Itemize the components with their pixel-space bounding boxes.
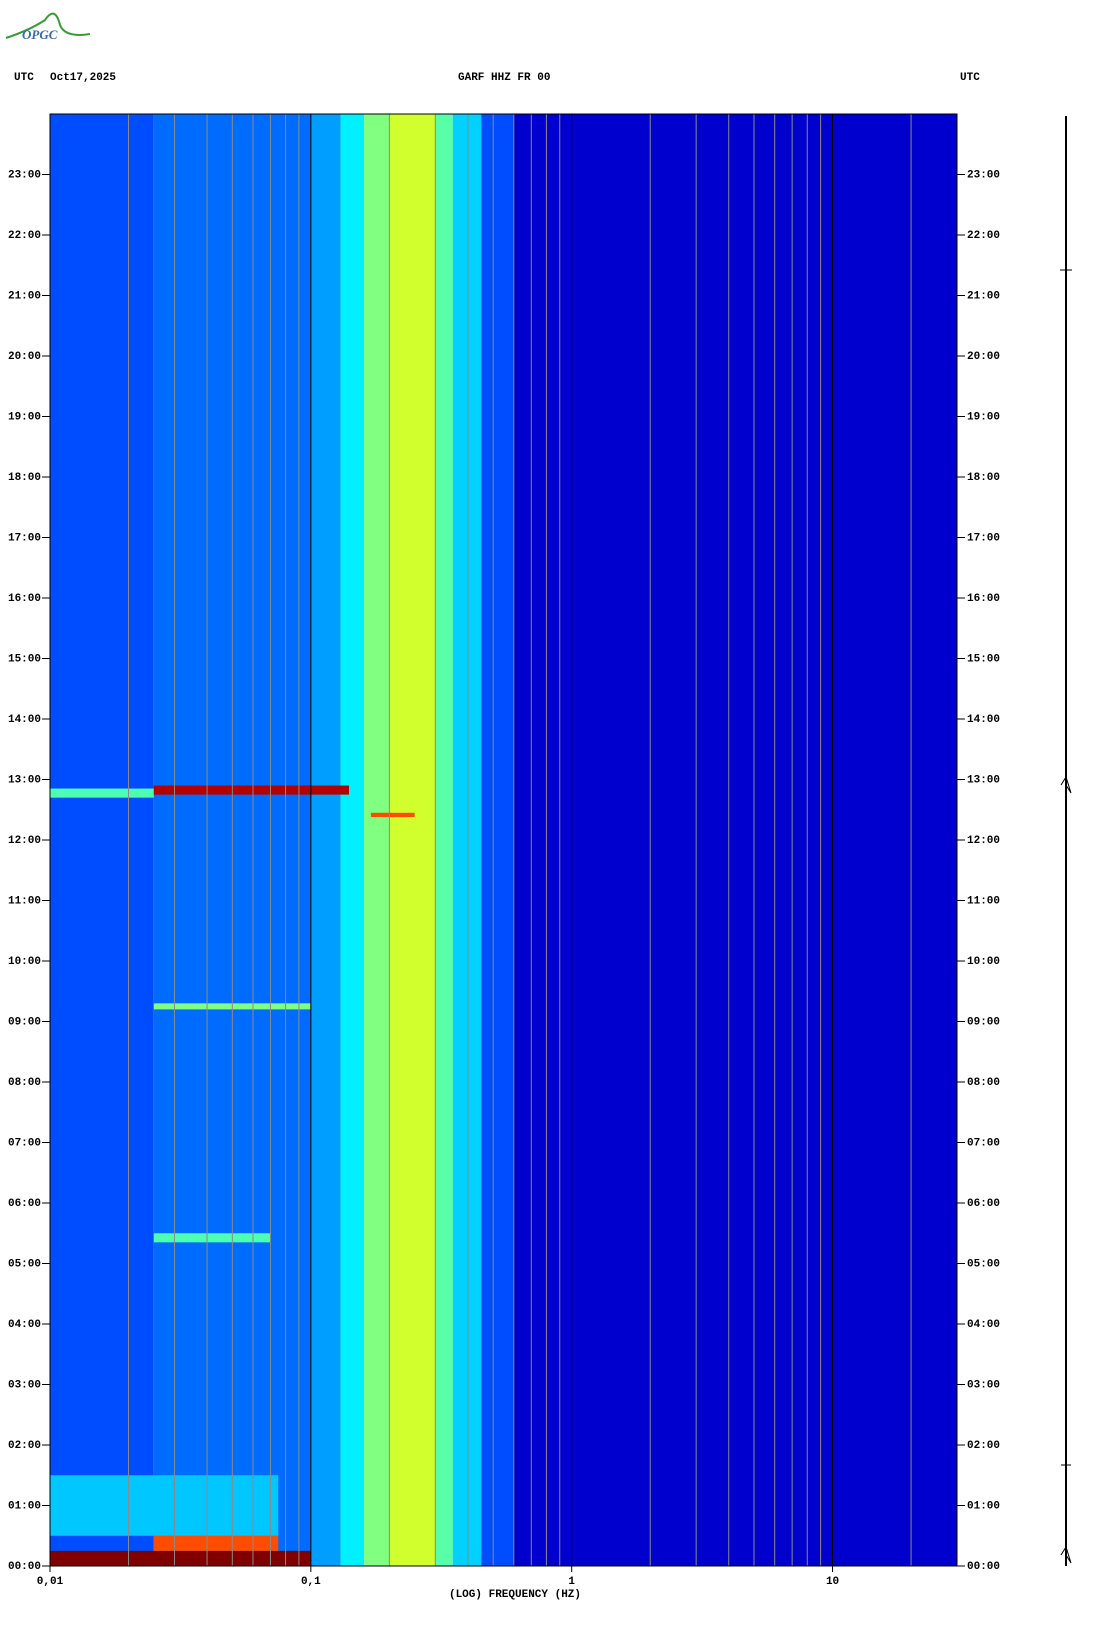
y-tick-label-right: 21:00 [967,290,1000,302]
x-tick-label: 1 [568,1576,575,1588]
y-tick-label-right: 08:00 [967,1077,1000,1089]
y-tick-label-right: 09:00 [967,1016,1000,1028]
x-tick-label: 0,1 [301,1576,321,1588]
y-tick-label-right: 14:00 [967,714,1000,726]
y-tick-label-right: 07:00 [967,1137,1000,1149]
y-tick-label-left: 05:00 [8,1258,41,1270]
spectrum-band [481,114,514,1566]
y-tick-label-left: 01:00 [8,1500,41,1512]
spectral-event [153,1233,271,1243]
y-tick-label-left: 18:00 [8,472,41,484]
spectrum-band [310,114,341,1566]
y-tick-label-left: 16:00 [8,593,41,605]
spectral-event [153,785,349,795]
y-tick-label-right: 17:00 [967,532,1000,544]
spectrum-band [435,114,453,1566]
plot-frame [49,113,958,1567]
y-tick-label-left: 23:00 [8,169,41,181]
y-tick-label-left: 13:00 [8,774,41,786]
y-tick-label-left: 21:00 [8,290,41,302]
y-tick-label-right: 05:00 [967,1258,1000,1270]
y-tick-label-right: 12:00 [967,835,1000,847]
y-tick-label-left: 10:00 [8,956,41,968]
y-tick-label-right: 23:00 [967,169,1000,181]
spectral-event [50,1550,311,1566]
y-tick-label-left: 04:00 [8,1319,41,1331]
x-tick-label: 0,01 [37,1576,64,1588]
y-tick-label-left: 17:00 [8,532,41,544]
y-tick-label-left: 15:00 [8,653,41,665]
y-tick-label-right: 16:00 [967,593,1000,605]
y-tick-label-left: 12:00 [8,835,41,847]
y-tick-label-right: 06:00 [967,1198,1000,1210]
chart-title: GARF HHZ FR 00 [458,72,550,84]
y-tick-label-left: 20:00 [8,351,41,363]
y-tick-label-left: 03:00 [8,1379,41,1391]
spectrum-band [452,114,482,1566]
x-tick-label: 10 [826,1576,839,1588]
spectral-event [50,788,154,798]
spectrum-band [50,114,154,1566]
date: Oct17,2025 [50,72,116,84]
spectral-event [50,1475,279,1536]
y-tick-label-left: 19:00 [8,411,41,423]
y-tick-label-right: 11:00 [967,895,1000,907]
header-left: UTC [14,72,34,84]
logo: OPGC [22,27,58,42]
y-tick-label-right: 04:00 [967,1319,1000,1331]
spectral-event [153,1535,279,1551]
spectral-event [370,812,415,818]
y-tick-label-left: 22:00 [8,230,41,242]
y-tick-label-right: 22:00 [967,230,1000,242]
y-tick-label-right: 15:00 [967,653,1000,665]
y-tick-label-left: 09:00 [8,1016,41,1028]
y-tick-label-left: 06:00 [8,1198,41,1210]
y-tick-label-right: 01:00 [967,1500,1000,1512]
y-tick-label-left: 08:00 [8,1077,41,1089]
y-tick-label-right: 19:00 [967,411,1000,423]
spectrum-band [389,114,436,1566]
seismogram-spikes [1060,269,1072,1564]
y-tick-label-right: 00:00 [967,1561,1000,1573]
y-tick-label-left: 00:00 [8,1561,41,1573]
y-tick-label-left: 11:00 [8,895,41,907]
y-tick-label-right: 03:00 [967,1379,1000,1391]
y-tick-label-left: 02:00 [8,1440,41,1452]
y-tick-label-right: 10:00 [967,956,1000,968]
y-tick-label-right: 20:00 [967,351,1000,363]
y-tick-label-right: 02:00 [967,1440,1000,1452]
header-right: UTC [960,72,980,84]
spectrum-band [513,114,957,1566]
spectrum-band [364,114,390,1566]
y-tick-label-left: 14:00 [8,714,41,726]
y-tick-label-right: 18:00 [967,472,1000,484]
spectrum-band [340,114,365,1566]
y-tick-label-left: 07:00 [8,1137,41,1149]
logo-arc [5,12,91,39]
y-tick-label-right: 13:00 [967,774,1000,786]
x-axis-label: (LOG) FREQUENCY (HZ) [449,1589,581,1601]
